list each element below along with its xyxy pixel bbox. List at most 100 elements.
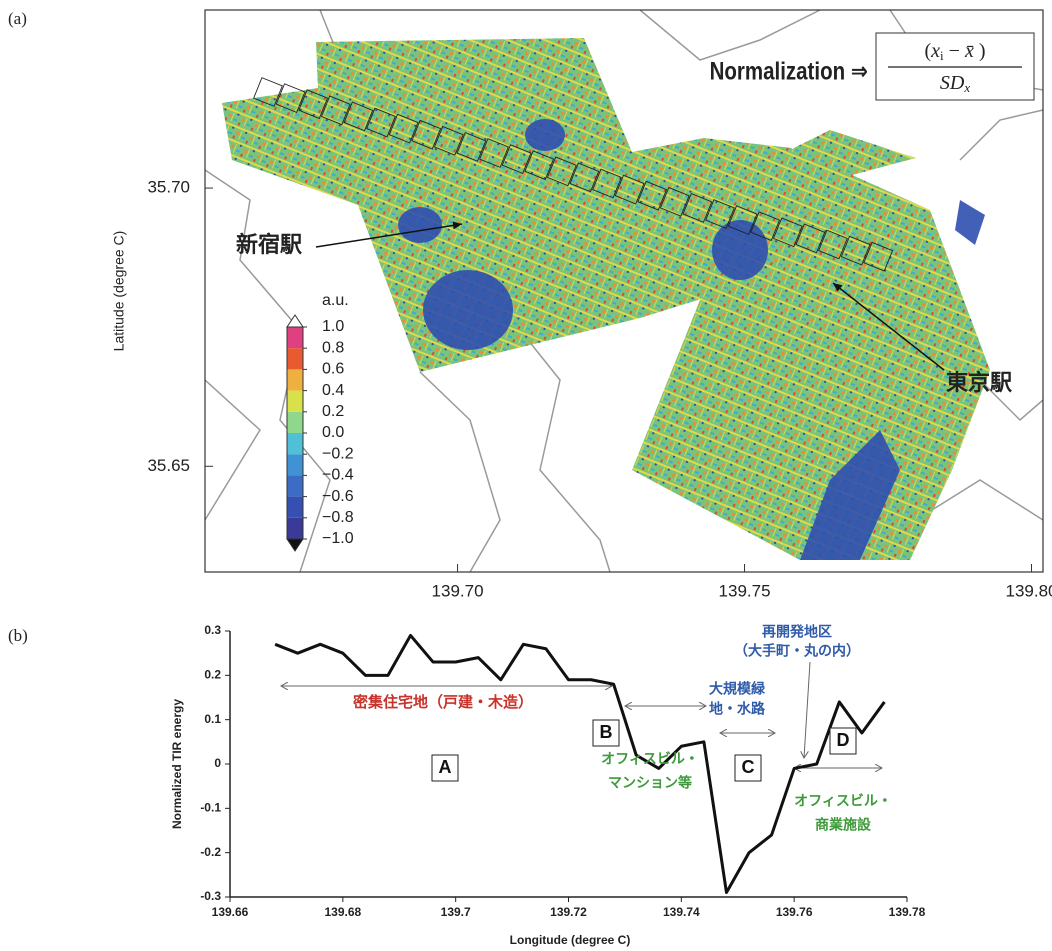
formula-part: x: [963, 80, 970, 95]
sample-box: [592, 168, 622, 199]
formula-part: x̄: [964, 40, 974, 62]
station-label: 新宿駅: [236, 232, 302, 257]
panel-label: (a): [8, 9, 27, 28]
formula-part: (: [924, 40, 931, 62]
y-axis-title: Normalized TIR energy: [170, 699, 184, 829]
annotation: オフィスビル・: [601, 751, 699, 767]
y-tick-label: 0.1: [204, 712, 221, 726]
x-tick-label: 139.72: [550, 905, 587, 919]
label-box: [829, 727, 857, 755]
colorbar-tick-label: 0.2: [322, 403, 344, 420]
sample-box: [840, 235, 871, 266]
colorbar-band: [287, 454, 303, 476]
annotation: B: [600, 722, 613, 742]
image-swath: [632, 130, 990, 560]
annotation: マンション等: [608, 775, 692, 791]
label-box: [431, 754, 459, 782]
colorbar-band: [287, 433, 303, 455]
sample-box: [411, 119, 442, 150]
annotation: 地・水路: [709, 701, 766, 717]
sample-box: [275, 83, 306, 114]
colorbar-tick-label: 0.0: [322, 424, 344, 441]
x-tick-label: 139.70: [432, 581, 484, 600]
sample-box: [456, 131, 487, 162]
station-label: 東京駅: [946, 370, 1012, 395]
x-axis-title: Longitude (degree C): [510, 933, 631, 947]
sample-box: [479, 138, 509, 168]
y-tick-label: 0: [214, 756, 221, 770]
annotation: C: [742, 757, 755, 777]
sample-box: [682, 192, 713, 223]
data-line: [274, 633, 886, 895]
annotation: 商業施設: [815, 817, 872, 833]
formula-part: x: [930, 40, 940, 62]
formula-part: i: [940, 48, 944, 63]
colorbar-band: [287, 327, 303, 349]
arrow: [315, 221, 463, 248]
sample-box: [524, 150, 555, 181]
formula-part: ): [979, 40, 986, 62]
annotation: Normalization ⇒: [710, 57, 868, 85]
annotation: A: [439, 757, 452, 777]
sample-box: [298, 89, 329, 120]
colorbar-band: [287, 475, 303, 497]
y-axis-title: Latitude (degree C): [111, 231, 127, 352]
x-tick-label: 139.7: [441, 905, 471, 919]
y-tick-label: 35.65: [147, 456, 190, 475]
annotation: 再開発地区: [762, 624, 832, 640]
colorbar-tick-label: −0.6: [322, 488, 354, 505]
image-swath: [222, 38, 792, 372]
y-tick-label: 35.70: [147, 178, 190, 197]
colorbar-band: [287, 390, 303, 412]
sample-box: [659, 186, 690, 217]
colorbar-band: [287, 517, 303, 539]
colorbar-tick-label: −0.2: [322, 445, 354, 462]
sample-box: [433, 125, 464, 156]
water-areas: [398, 119, 985, 560]
label-box: [734, 754, 762, 782]
annotation: 密集住宅地（戸建・木造）: [353, 693, 533, 711]
sample-box: [637, 180, 668, 211]
colorbar-title: a.u.: [322, 292, 349, 309]
sample-box: [727, 205, 758, 236]
colorbar-tick-label: −1.0: [322, 530, 354, 547]
arrow: [832, 282, 945, 371]
sample-box: [569, 162, 600, 193]
sample-box: [705, 199, 735, 229]
x-tick-label: 139.75: [719, 581, 771, 600]
x-tick-label: 139.78: [889, 905, 926, 919]
sample-box: [546, 156, 577, 187]
y-tick-label: 0.3: [204, 623, 221, 637]
map-frame: [204, 9, 1044, 573]
sample-box: [343, 101, 374, 132]
map-layer: [204, 9, 1044, 573]
colorbar-tick-label: −0.8: [322, 509, 354, 526]
label-box: [592, 719, 620, 747]
colorbar-band: [287, 411, 303, 433]
colorbar-tick-label: 0.8: [322, 339, 344, 356]
formula-denominator: SDx: [940, 72, 970, 95]
sample-box: [253, 77, 283, 107]
y-tick-label: -0.2: [200, 845, 221, 859]
formula-numerator: (xi − x̄): [924, 40, 985, 63]
annotation: D: [837, 730, 850, 750]
sample-box: [366, 107, 396, 138]
x-tick-label: 139.80: [1006, 581, 1052, 600]
y-tick-label: 0.2: [204, 668, 221, 682]
sample-box: [795, 223, 826, 254]
x-tick-label: 139.66: [212, 905, 249, 919]
sample-box: [750, 211, 781, 242]
formula-part: −: [949, 40, 960, 62]
y-tick-label: -0.1: [200, 801, 221, 815]
annotation: （大手町・丸の内）: [734, 643, 860, 659]
annotation: オフィスビル・: [794, 793, 892, 809]
y-tick-label: -0.3: [200, 889, 221, 903]
sample-box: [388, 113, 419, 144]
colorbar-band: [287, 496, 303, 518]
sample-box: [772, 217, 803, 248]
sample-box: [863, 241, 894, 272]
x-tick-label: 139.74: [663, 905, 700, 919]
x-tick-label: 139.68: [324, 905, 361, 919]
